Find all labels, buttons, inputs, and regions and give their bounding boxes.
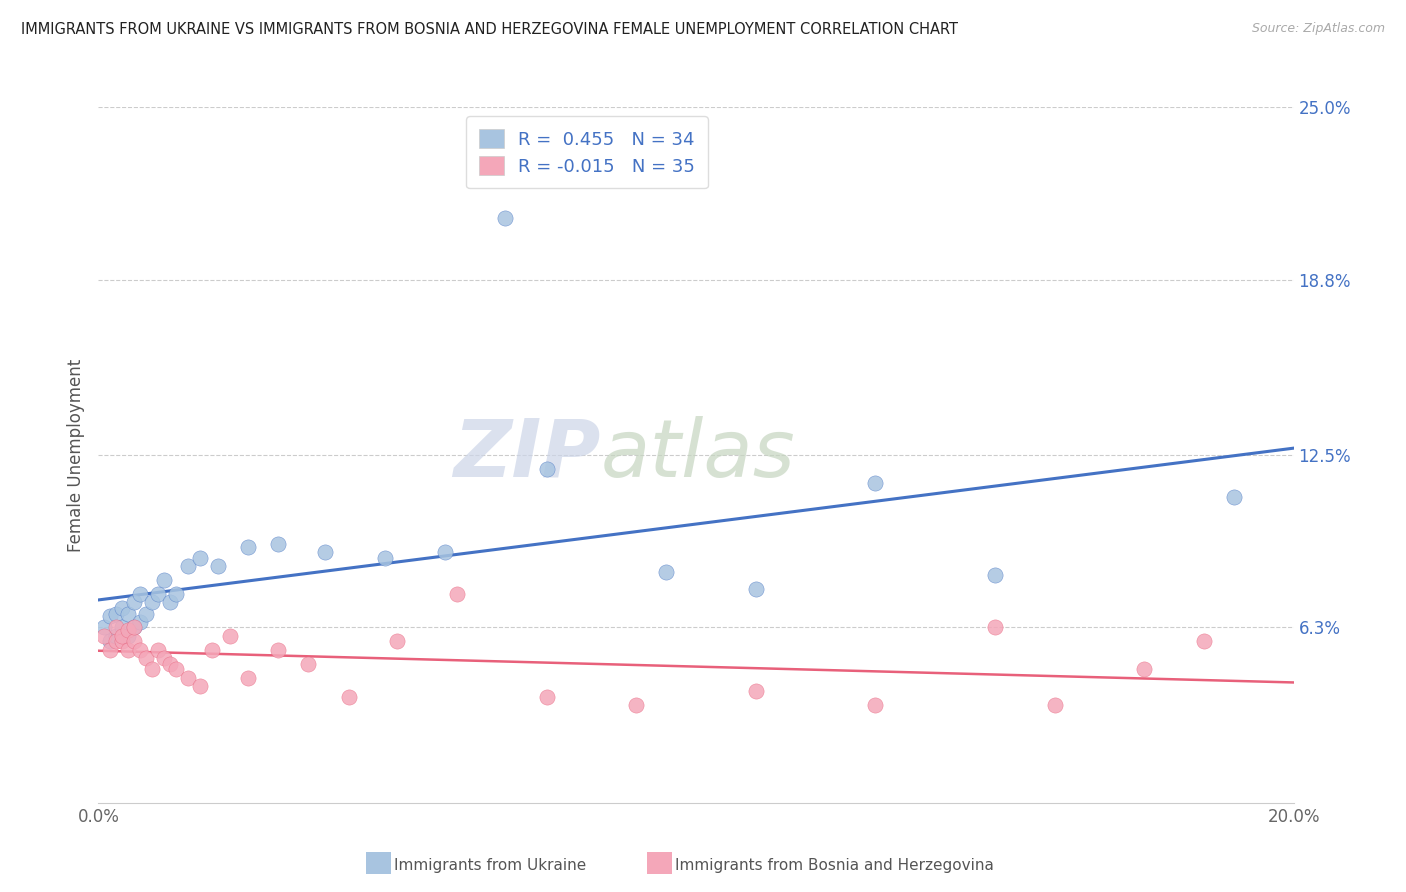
Point	[188, 550, 211, 565]
Point	[1192, 634, 1215, 648]
Point	[177, 559, 200, 574]
Point	[141, 662, 163, 676]
Point	[105, 629, 128, 643]
Text: IMMIGRANTS FROM UKRAINE VS IMMIGRANTS FROM BOSNIA AND HERZEGOVINA FEMALE UNEMPLO: IMMIGRANTS FROM UKRAINE VS IMMIGRANTS FR…	[21, 22, 957, 37]
Point	[655, 565, 678, 579]
Point	[1223, 490, 1246, 504]
Text: Source: ZipAtlas.com: Source: ZipAtlas.com	[1251, 22, 1385, 36]
Point	[129, 642, 152, 657]
Point	[745, 582, 768, 596]
Point	[124, 620, 146, 634]
Point	[236, 540, 259, 554]
Text: atlas: atlas	[600, 416, 796, 494]
Point	[98, 642, 122, 657]
Point	[153, 651, 176, 665]
Point	[165, 587, 187, 601]
Point	[105, 634, 128, 648]
Point	[98, 634, 122, 648]
Point	[339, 690, 360, 704]
Point	[236, 671, 259, 685]
Point	[124, 634, 146, 648]
Point	[153, 573, 176, 587]
Point	[446, 587, 468, 601]
Point	[624, 698, 647, 713]
Point	[135, 607, 157, 621]
Point	[111, 601, 134, 615]
Point	[93, 629, 115, 643]
Point	[129, 587, 152, 601]
Point	[148, 642, 170, 657]
Point	[494, 211, 516, 226]
Point	[117, 607, 139, 621]
Point	[148, 587, 170, 601]
Point	[385, 634, 409, 648]
Legend: R =  0.455   N = 34, R = -0.015   N = 35: R = 0.455 N = 34, R = -0.015 N = 35	[465, 116, 707, 188]
Point	[98, 609, 122, 624]
Point	[1133, 662, 1156, 676]
Point	[983, 567, 1005, 582]
Text: Immigrants from Bosnia and Herzegovina: Immigrants from Bosnia and Herzegovina	[675, 858, 994, 872]
Point	[267, 537, 290, 551]
Text: ZIP: ZIP	[453, 416, 600, 494]
Point	[111, 620, 134, 634]
Point	[111, 634, 134, 648]
Point	[865, 475, 887, 490]
Point	[124, 595, 146, 609]
Point	[124, 620, 146, 634]
Point	[315, 545, 337, 559]
Point	[1043, 698, 1066, 713]
Point	[165, 662, 187, 676]
Point	[267, 642, 290, 657]
Point	[159, 657, 181, 671]
Point	[745, 684, 768, 698]
Text: Immigrants from Ukraine: Immigrants from Ukraine	[394, 858, 586, 872]
Point	[117, 624, 139, 638]
Point	[105, 620, 128, 634]
Point	[129, 615, 152, 629]
Point	[374, 550, 396, 565]
Point	[135, 651, 157, 665]
Point	[983, 620, 1005, 634]
Point	[297, 657, 319, 671]
Point	[201, 642, 224, 657]
Point	[105, 607, 128, 621]
Point	[117, 629, 139, 643]
Point	[536, 462, 558, 476]
Point	[434, 545, 457, 559]
Point	[536, 690, 558, 704]
Point	[219, 629, 242, 643]
Point	[865, 698, 887, 713]
Point	[159, 595, 181, 609]
Point	[188, 679, 211, 693]
Point	[117, 642, 139, 657]
Point	[111, 629, 134, 643]
Y-axis label: Female Unemployment: Female Unemployment	[66, 359, 84, 551]
Point	[177, 671, 200, 685]
Point	[141, 595, 163, 609]
Point	[93, 620, 115, 634]
Point	[207, 559, 229, 574]
